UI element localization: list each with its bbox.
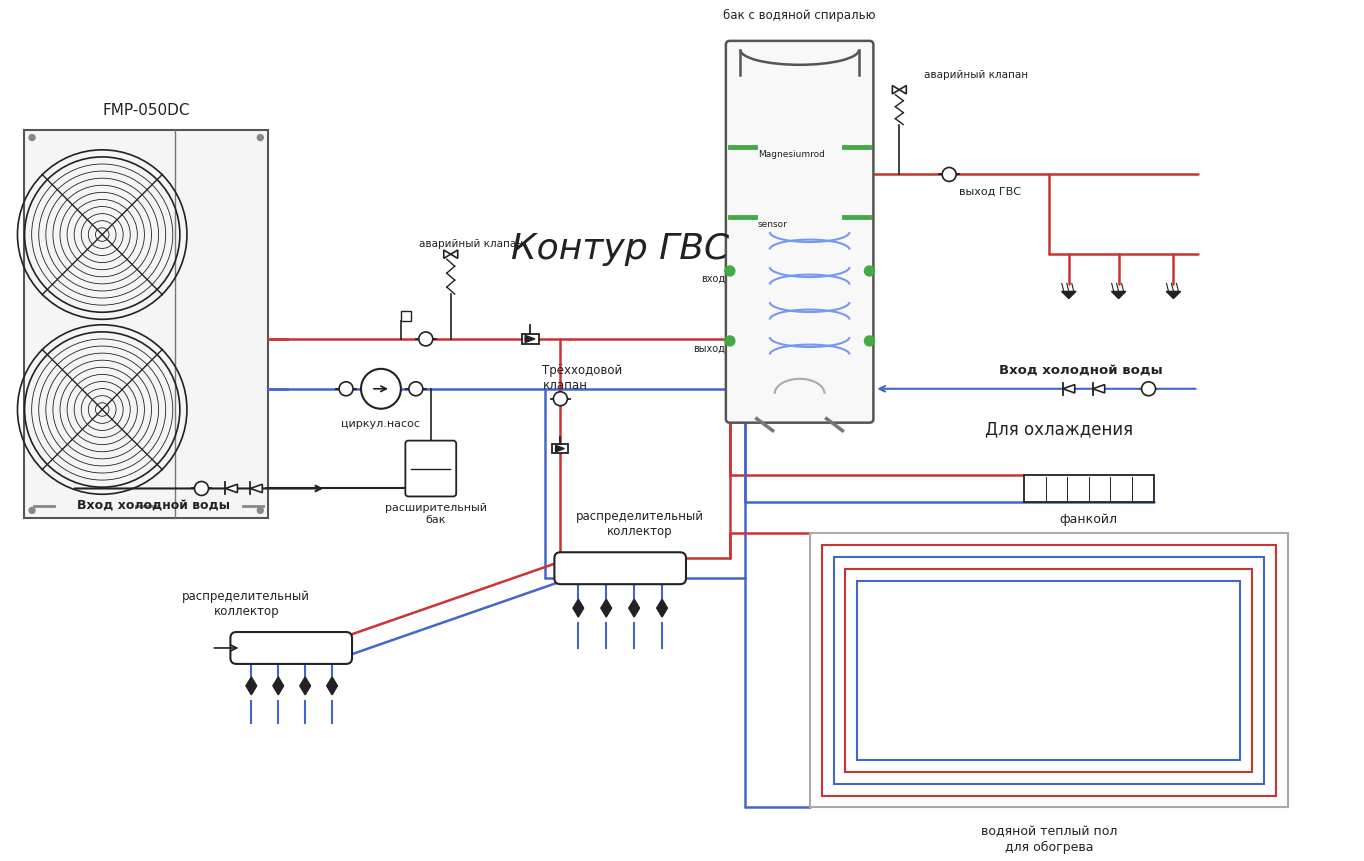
Polygon shape: [656, 599, 667, 608]
Circle shape: [195, 481, 209, 495]
Circle shape: [1142, 381, 1155, 396]
Circle shape: [409, 381, 423, 396]
Polygon shape: [246, 686, 256, 695]
Polygon shape: [327, 677, 337, 686]
Text: Вход холодной воды: Вход холодной воды: [998, 364, 1162, 377]
Polygon shape: [656, 608, 667, 617]
Circle shape: [258, 507, 263, 513]
Text: фанкойл: фанкойл: [1060, 513, 1117, 526]
Bar: [846, 569, 1252, 771]
Polygon shape: [1166, 291, 1181, 299]
Bar: [858, 581, 1240, 759]
Circle shape: [865, 266, 874, 276]
Circle shape: [340, 381, 353, 396]
Bar: [810, 533, 1288, 808]
Polygon shape: [899, 85, 906, 94]
Polygon shape: [555, 445, 565, 452]
Polygon shape: [246, 677, 256, 686]
Text: водяной теплый пол
для обогрева: водяной теплый пол для обогрева: [981, 826, 1117, 853]
Polygon shape: [629, 608, 640, 617]
Polygon shape: [573, 599, 584, 608]
Bar: [552, 443, 569, 454]
Text: Для охлаждения: Для охлаждения: [985, 421, 1133, 438]
Circle shape: [865, 336, 874, 346]
Text: Magnesiumrod: Magnesiumrod: [758, 150, 825, 158]
Circle shape: [258, 134, 263, 140]
Text: выход: выход: [693, 344, 724, 354]
Text: бак с водяной спиралью: бак с водяной спиралью: [723, 9, 876, 22]
Circle shape: [361, 369, 401, 409]
Text: вход: вход: [701, 274, 724, 284]
Bar: [401, 311, 411, 321]
Polygon shape: [1112, 291, 1125, 299]
Text: выход ГВС: выход ГВС: [959, 187, 1022, 196]
Text: аварийный клапан: аварийный клапан: [419, 239, 522, 249]
Text: аварийный клапан: аварийный клапан: [925, 70, 1028, 80]
Text: Контур ГВС: Контур ГВС: [512, 232, 730, 266]
Text: Трёхходовой
клапан: Трёхходовой клапан: [543, 364, 623, 392]
Polygon shape: [273, 686, 284, 695]
Polygon shape: [525, 335, 535, 343]
Circle shape: [29, 507, 35, 513]
Circle shape: [554, 392, 567, 406]
Polygon shape: [225, 484, 237, 492]
Circle shape: [419, 332, 432, 346]
Polygon shape: [629, 599, 640, 608]
Polygon shape: [450, 250, 458, 258]
FancyBboxPatch shape: [726, 40, 873, 423]
Polygon shape: [892, 85, 899, 94]
Text: FMP-050DC: FMP-050DC: [102, 102, 190, 118]
Polygon shape: [300, 686, 311, 695]
Polygon shape: [251, 484, 262, 492]
Circle shape: [724, 336, 735, 346]
Polygon shape: [443, 250, 450, 258]
Polygon shape: [602, 599, 611, 608]
Bar: [1024, 474, 1154, 503]
Polygon shape: [1063, 385, 1075, 393]
Polygon shape: [1061, 291, 1076, 299]
Circle shape: [724, 266, 735, 276]
FancyBboxPatch shape: [405, 441, 456, 497]
Circle shape: [943, 168, 956, 182]
Bar: [25, 130, 269, 518]
Bar: [833, 557, 1264, 784]
Polygon shape: [327, 686, 337, 695]
Polygon shape: [300, 677, 311, 686]
FancyBboxPatch shape: [231, 632, 352, 664]
Polygon shape: [1093, 385, 1105, 393]
Text: sensor: sensor: [758, 220, 787, 228]
Text: расширительный
бак: расширительный бак: [385, 504, 487, 525]
Text: циркул.насос: циркул.насос: [341, 418, 420, 429]
Bar: [521, 333, 539, 344]
Circle shape: [29, 134, 35, 140]
Text: распределительный
коллектор: распределительный коллектор: [183, 590, 311, 618]
Polygon shape: [273, 677, 284, 686]
Bar: [821, 545, 1277, 796]
Polygon shape: [573, 608, 584, 617]
Text: Вход холодной воды: Вход холодной воды: [76, 499, 231, 511]
Polygon shape: [602, 608, 611, 617]
Text: распределительный
коллектор: распределительный коллектор: [576, 511, 704, 538]
FancyBboxPatch shape: [554, 552, 686, 584]
